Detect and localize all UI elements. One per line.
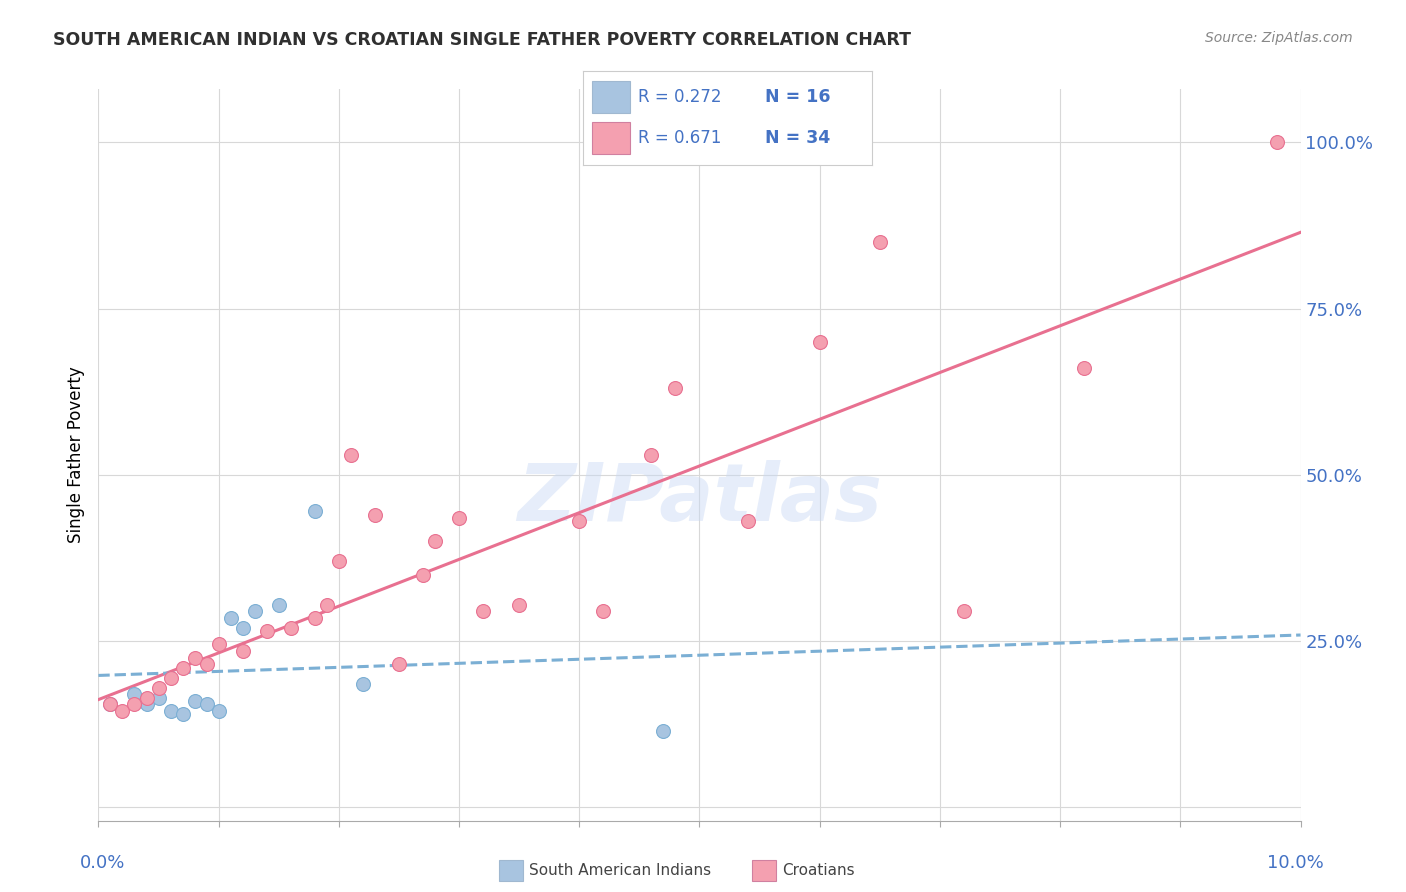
Text: R = 0.272: R = 0.272 (638, 87, 721, 105)
Point (159, 704, 181, 718)
Point (195, 657, 218, 672)
Point (135, 690, 157, 705)
Point (135, 698, 157, 712)
Point (232, 644, 254, 658)
Text: N = 34: N = 34 (765, 128, 831, 147)
Text: Source: ZipAtlas.com: Source: ZipAtlas.com (1205, 31, 1353, 45)
Point (124, 698, 146, 712)
Point (423, 534, 446, 549)
Text: 10.0%: 10.0% (1267, 854, 1323, 871)
Point (388, 657, 411, 672)
Point (737, 515, 759, 529)
Text: SOUTH AMERICAN INDIAN VS CROATIAN SINGLE FATHER POVERTY CORRELATION CHART: SOUTH AMERICAN INDIAN VS CROATIAN SINGLE… (53, 31, 911, 49)
Point (172, 661, 194, 675)
Point (472, 604, 495, 618)
Point (568, 515, 591, 529)
Point (148, 690, 170, 705)
Point (267, 598, 290, 612)
Point (1265, 136, 1288, 150)
Point (111, 704, 134, 718)
FancyBboxPatch shape (592, 122, 630, 153)
Point (172, 707, 194, 722)
Y-axis label: Single Father Poverty: Single Father Poverty (66, 367, 84, 543)
Point (953, 604, 976, 618)
Point (869, 235, 891, 249)
Point (100, 698, 122, 712)
Point (808, 334, 831, 349)
Point (412, 567, 434, 582)
Text: N = 16: N = 16 (765, 87, 831, 105)
Point (1073, 361, 1095, 376)
Point (183, 694, 205, 708)
Point (280, 621, 302, 635)
Point (304, 504, 326, 518)
Text: R = 0.671: R = 0.671 (638, 128, 721, 147)
Point (232, 621, 254, 635)
Point (328, 554, 350, 568)
Point (208, 704, 231, 718)
Point (124, 687, 146, 701)
Point (664, 381, 686, 395)
Point (508, 598, 530, 612)
Point (640, 448, 662, 462)
Text: ZIPatlas: ZIPatlas (517, 459, 882, 538)
Point (219, 611, 242, 625)
Text: South American Indians: South American Indians (529, 863, 711, 878)
Point (592, 604, 614, 618)
Point (256, 624, 278, 639)
Point (352, 677, 374, 691)
Point (243, 604, 266, 618)
Point (652, 723, 675, 738)
FancyBboxPatch shape (592, 81, 630, 112)
Point (100, 698, 122, 712)
Point (315, 598, 337, 612)
Point (364, 508, 387, 522)
Point (447, 511, 470, 525)
Point (159, 671, 181, 685)
Text: 0.0%: 0.0% (80, 854, 125, 871)
Text: Croatians: Croatians (782, 863, 855, 878)
Point (183, 650, 205, 665)
Point (148, 681, 170, 695)
Point (340, 448, 363, 462)
Point (208, 637, 231, 651)
Point (304, 611, 326, 625)
Point (195, 698, 218, 712)
